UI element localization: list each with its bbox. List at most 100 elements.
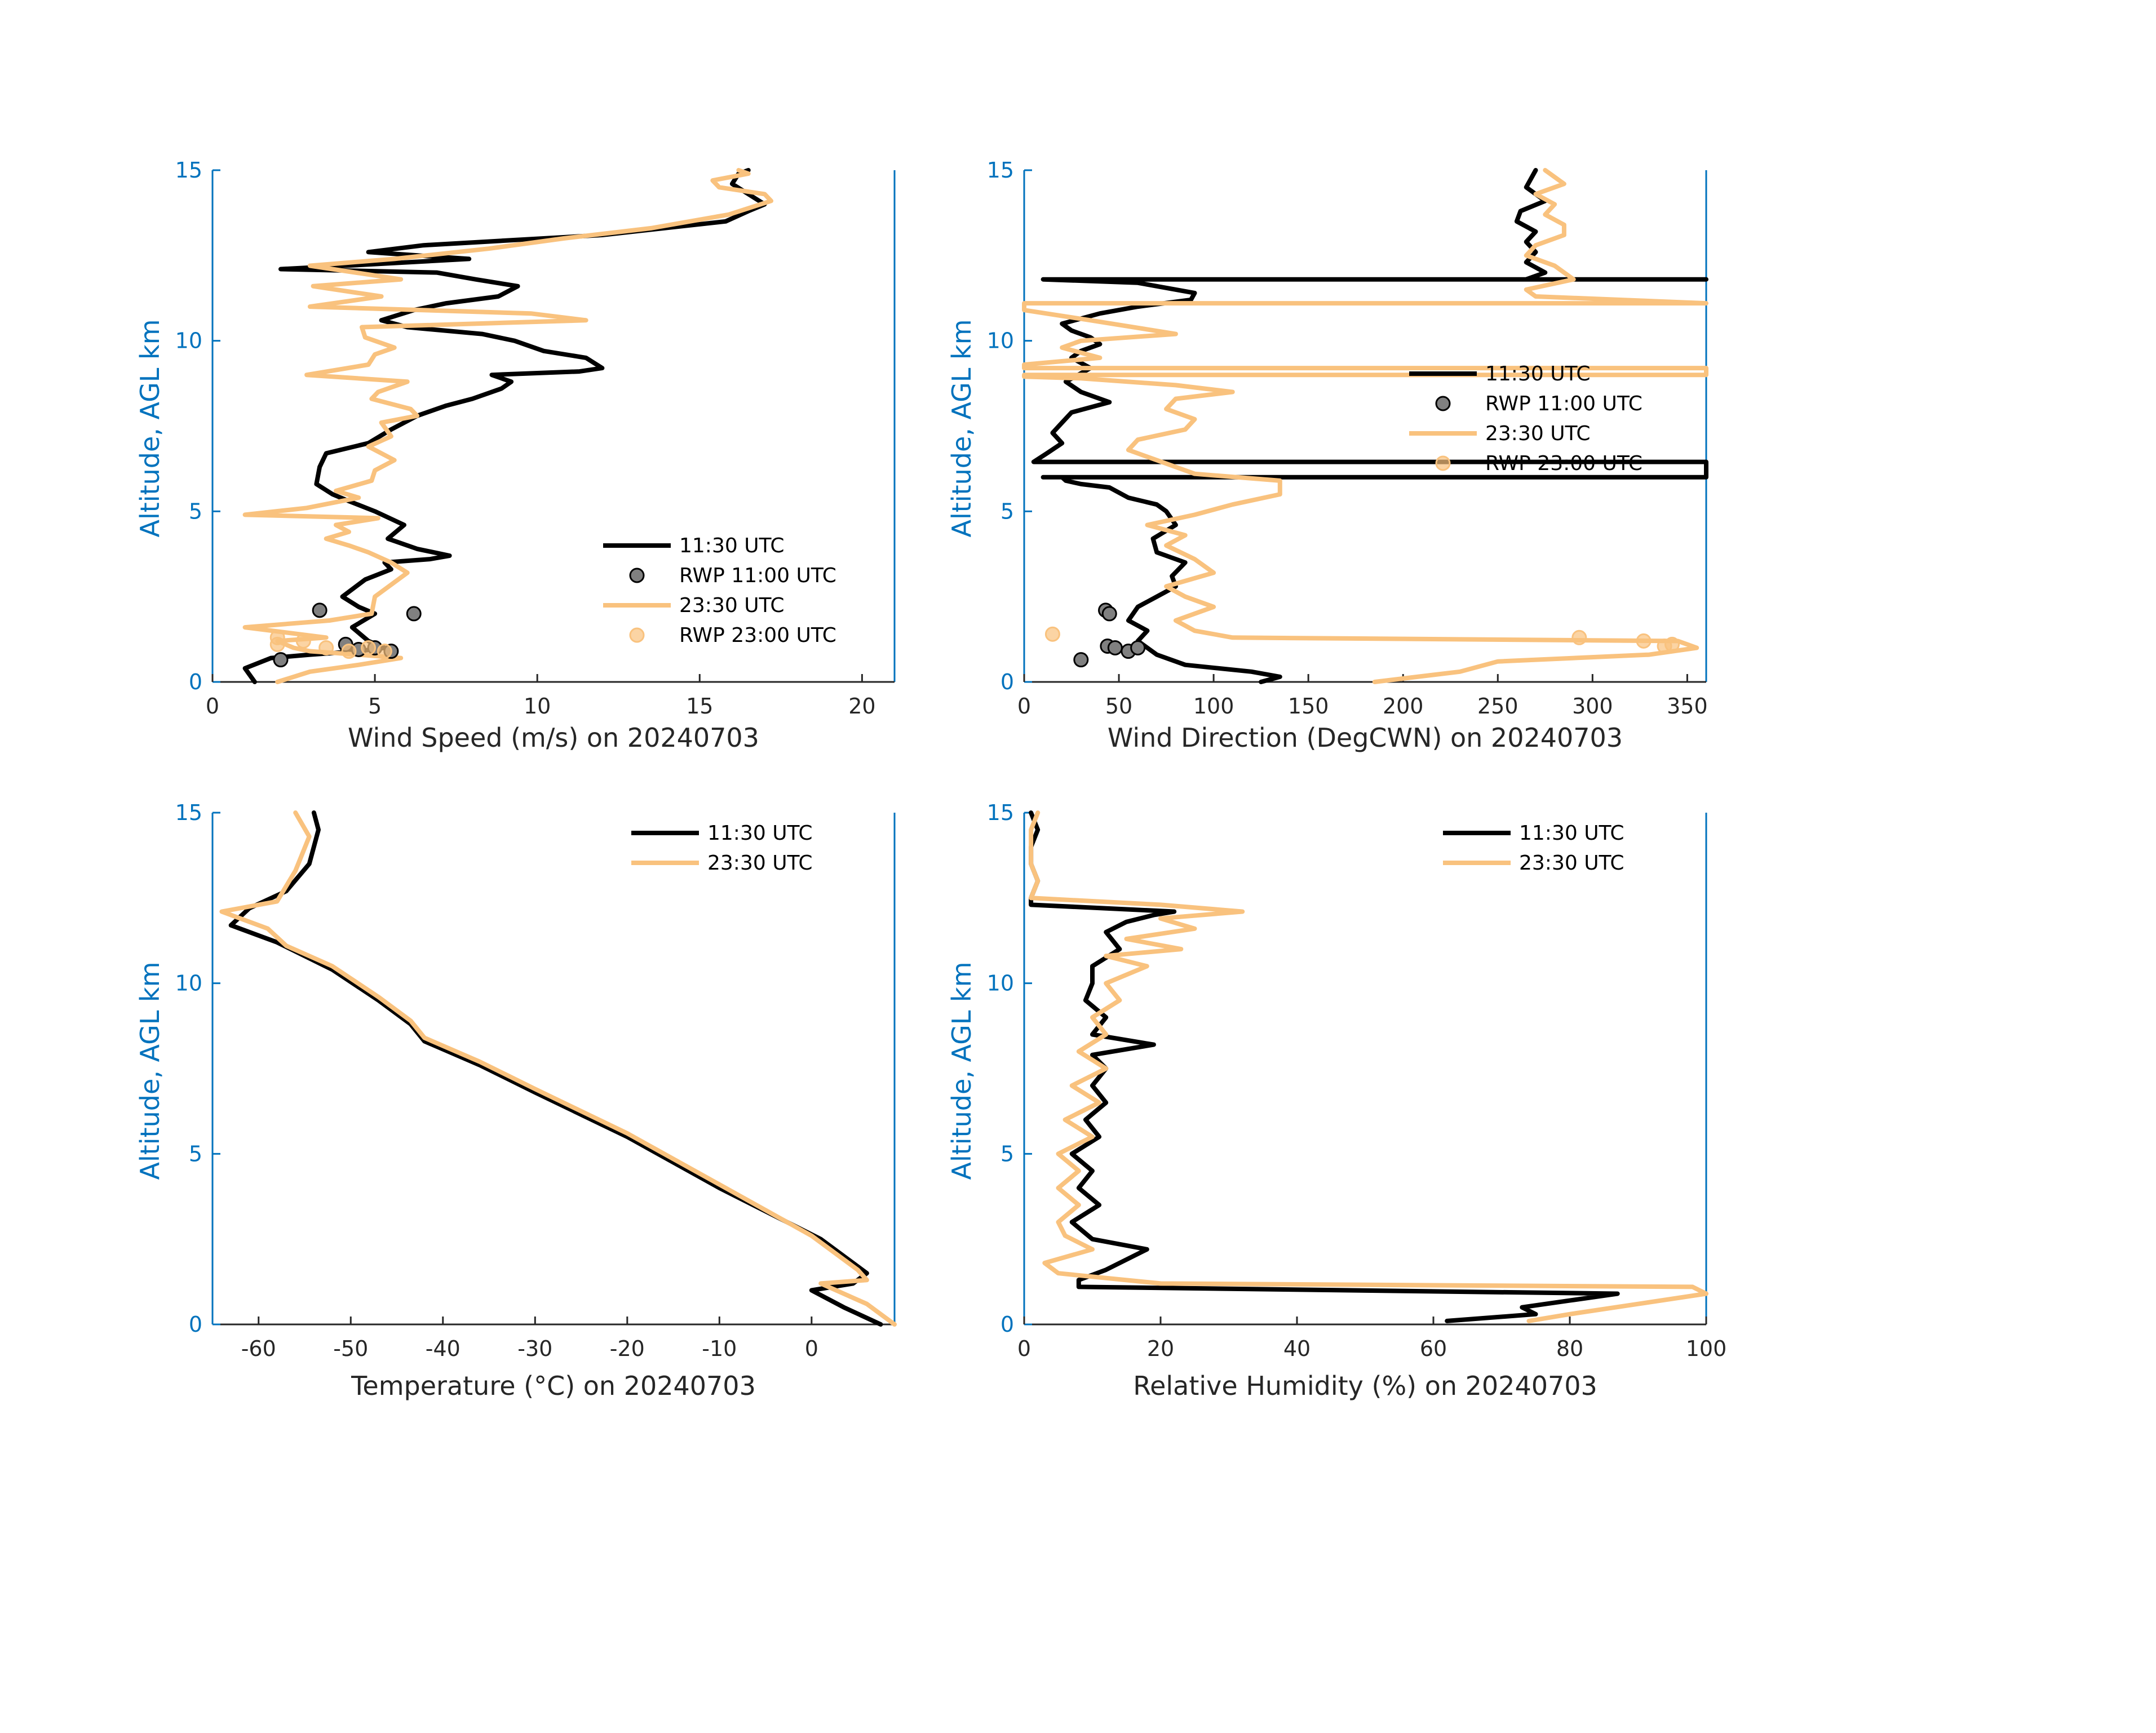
- wind-speed-rwp-point: [269, 636, 285, 652]
- wind-direction-ytick-label: 0: [1000, 670, 1014, 694]
- wind-speed-xtick-label: 15: [686, 694, 713, 719]
- temperature-ytick-label: 0: [189, 1312, 202, 1337]
- wind-direction-rwp-point: [1664, 636, 1680, 652]
- wind-direction-rwp-point: [1044, 626, 1060, 642]
- wind-speed-rwp-point: [273, 652, 289, 668]
- wind-direction-rwp-point: [1107, 640, 1123, 655]
- wind-speed-xtick-label: 10: [524, 694, 551, 719]
- relative-humidity-xtick-label: 20: [1147, 1336, 1174, 1361]
- temperature-xtick-label: -20: [610, 1336, 645, 1361]
- temperature-ytick-label: 15: [175, 800, 202, 825]
- wind-direction-ylabel: Altitude, AGL km: [946, 319, 977, 537]
- wind-direction-legend-label: 11:30 UTC: [1485, 362, 1591, 385]
- temperature-ytick-label: 10: [175, 971, 202, 996]
- temperature-panel: Temperature (°C) on 20240703 Altitude, A…: [135, 800, 897, 1401]
- wind-speed-rwp-point: [312, 602, 327, 618]
- wind-direction-xlabel: Wind Direction (DegCWN) on 20240703: [1108, 723, 1623, 753]
- wind-speed-ytick-label: 0: [189, 670, 202, 694]
- relative-humidity-series-1130-line: [1029, 810, 1620, 1323]
- relative-humidity-ytick-label: 0: [1000, 1312, 1014, 1337]
- relative-humidity-series-2330-line: [1029, 810, 1708, 1323]
- wind-speed-xtick-label: 5: [368, 694, 382, 719]
- wind-speed-series-1130-line: [242, 168, 767, 684]
- wind-speed-legend-label: 11:30 UTC: [679, 534, 785, 557]
- wind-speed-legend-marker: [629, 627, 645, 643]
- wind-direction-series-1130-line: [1031, 168, 1708, 684]
- relative-humidity-xtick-label: 40: [1283, 1336, 1311, 1361]
- wind-direction-legend-label: RWP 11:00 UTC: [1485, 392, 1643, 415]
- relative-humidity-xtick-label: 0: [1017, 1336, 1031, 1361]
- wind-speed-legend: 11:30 UTC RWP 11:00 UTC 23:30 UTC RWP 23:00…: [603, 534, 836, 647]
- wind-direction-xtick-label: 350: [1667, 694, 1708, 719]
- temperature-series-1130-line: [228, 810, 883, 1327]
- wind-direction-ytick-label: 10: [987, 329, 1014, 353]
- wind-direction-rwp-point: [1636, 633, 1652, 649]
- wind-direction-panel: Wind Direction (DegCWN) on 20240703 Alti…: [946, 158, 1708, 753]
- wind-direction-ytick-label: 15: [987, 158, 1014, 183]
- temperature-xlabel: Temperature (°C) on 20240703: [351, 1371, 756, 1401]
- relative-humidity-ytick-label: 5: [1000, 1141, 1014, 1166]
- relative-humidity-xtick-label: 80: [1556, 1336, 1583, 1361]
- wind-direction-xtick-label: 100: [1193, 694, 1234, 719]
- wind-speed-series-2330-line: [242, 168, 773, 684]
- wind-speed-rwp-point: [318, 640, 334, 655]
- wind-speed-xlabel: Wind Speed (m/s) on 20240703: [348, 723, 759, 753]
- relative-humidity-ytick-label: 10: [987, 971, 1014, 996]
- wind-speed-rwp-point: [377, 644, 392, 659]
- wind-speed-ytick-label: 10: [175, 329, 202, 353]
- wind-speed-legend-marker: [629, 568, 645, 583]
- wind-speed-rwp-point: [361, 640, 377, 655]
- temperature-legend: 11:30 UTC 23:30 UTC: [631, 822, 813, 875]
- wind-direction-rwp-point: [1571, 630, 1587, 645]
- temperature-series-2330-line: [219, 810, 897, 1327]
- wind-direction-legend-label: 23:30 UTC: [1485, 422, 1591, 445]
- wind-direction-legend-marker: [1435, 396, 1451, 411]
- relative-humidity-legend-label: 23:30 UTC: [1519, 852, 1624, 875]
- temperature-xtick-label: -60: [241, 1336, 276, 1361]
- temperature-legend-label: 11:30 UTC: [707, 822, 813, 845]
- temperature-xtick-label: -30: [517, 1336, 552, 1361]
- relative-humidity-legend: 11:30 UTC 23:30 UTC: [1443, 822, 1624, 875]
- wind-direction-series-2330-line: [1022, 168, 1708, 684]
- temperature-xtick-label: 0: [805, 1336, 818, 1361]
- relative-humidity-ylabel: Altitude, AGL km: [946, 961, 977, 1180]
- wind-speed-panel: Wind Speed (m/s) on 20240703 Altitude, A…: [135, 158, 896, 753]
- wind-speed-xtick-label: 20: [848, 694, 875, 719]
- temperature-legend-label: 23:30 UTC: [707, 852, 813, 875]
- wind-direction-xtick-label: 250: [1477, 694, 1519, 719]
- wind-direction-legend-label: RWP 23:00 UTC: [1485, 452, 1643, 475]
- relative-humidity-ytick-label: 15: [987, 800, 1014, 825]
- relative-humidity-xlabel: Relative Humidity (%) on 20240703: [1133, 1371, 1597, 1401]
- wind-speed-legend-label: RWP 23:00 UTC: [679, 624, 836, 647]
- temperature-xtick-label: -10: [702, 1336, 737, 1361]
- temperature-xtick-label: -40: [426, 1336, 461, 1361]
- temperature-ylabel: Altitude, AGL km: [135, 961, 165, 1180]
- wind-direction-rwp-point: [1073, 652, 1089, 668]
- wind-speed-ytick-label: 15: [175, 158, 202, 183]
- wind-direction-xtick-label: 0: [1017, 694, 1031, 719]
- relative-humidity-xtick-label: 60: [1420, 1336, 1447, 1361]
- wind-direction-legend: 11:30 UTC RWP 11:00 UTC 23:30 UTC RWP 23:00…: [1409, 362, 1643, 475]
- temperature-xtick-label: -50: [333, 1336, 368, 1361]
- wind-direction-legend-marker: [1435, 455, 1451, 471]
- wind-speed-rwp-point: [295, 633, 311, 649]
- wind-speed-ylabel: Altitude, AGL km: [135, 319, 165, 537]
- relative-humidity-legend-label: 11:30 UTC: [1519, 822, 1624, 845]
- wind-speed-rwp-point: [341, 644, 357, 659]
- wind-direction-xtick-label: 150: [1288, 694, 1329, 719]
- relative-humidity-panel: Relative Humidity (%) on 20240703 Altitu…: [946, 800, 1726, 1401]
- wind-speed-legend-label: RWP 11:00 UTC: [679, 564, 836, 587]
- wind-direction-xtick-label: 50: [1105, 694, 1132, 719]
- wind-direction-xtick-label: 300: [1572, 694, 1613, 719]
- wind-speed-ytick-label: 5: [189, 499, 202, 524]
- wind-direction-xtick-label: 200: [1383, 694, 1424, 719]
- wind-speed-legend-label: 23:30 UTC: [679, 594, 785, 617]
- wind-direction-rwp-point: [1130, 640, 1146, 655]
- temperature-ytick-label: 5: [189, 1141, 202, 1166]
- wind-speed-xtick-label: 0: [206, 694, 219, 719]
- wind-direction-ytick-label: 5: [1000, 499, 1014, 524]
- wind-direction-rwp-point: [1101, 606, 1117, 622]
- wind-speed-rwp-point: [406, 606, 422, 622]
- relative-humidity-xtick-label: 100: [1686, 1336, 1727, 1361]
